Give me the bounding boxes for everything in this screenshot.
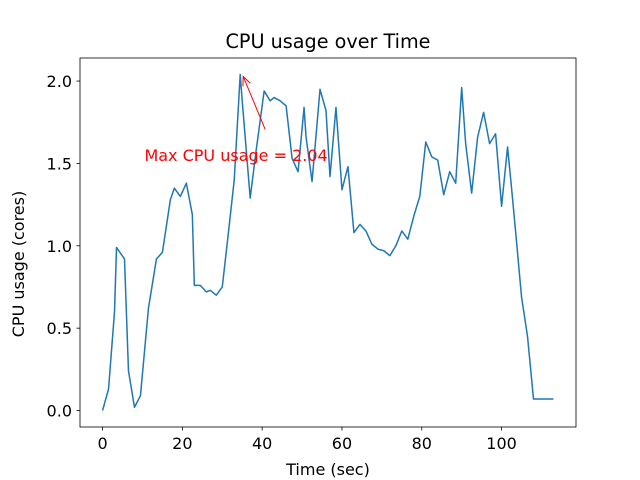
y-tick-label-2: 1.0 <box>47 237 72 256</box>
y-tick-label-1: 0.5 <box>47 319 72 338</box>
y-axis-label: CPU usage (cores) <box>9 191 28 337</box>
annotation-label: Max CPU usage = 2.04 <box>144 146 327 165</box>
y-tick-label-0: 0.0 <box>47 402 72 421</box>
x-tick-label-20: 20 <box>172 434 192 453</box>
chart-title: CPU usage over Time <box>226 30 431 53</box>
series-line-0 <box>101 73 554 411</box>
x-tick-label-40: 40 <box>252 434 272 453</box>
y-tick-label-4: 2.0 <box>47 72 72 91</box>
x-tick-label-100: 100 <box>486 434 517 453</box>
x-axis-label: Time (sec) <box>285 460 370 479</box>
plot-area: 0 20 40 60 80 100 0.0 0.5 1.0 1.5 2.0 Max CPU usage… <box>47 57 577 453</box>
axes-frame <box>79 57 577 428</box>
x-tick-label-80: 80 <box>412 434 432 453</box>
annotation-arrow-shaft <box>242 76 266 130</box>
x-tick-label-0: 0 <box>97 434 107 453</box>
x-tick-label-60: 60 <box>332 434 352 453</box>
y-tick-label-3: 1.5 <box>47 154 72 173</box>
annotation-arrow-head <box>242 75 251 87</box>
